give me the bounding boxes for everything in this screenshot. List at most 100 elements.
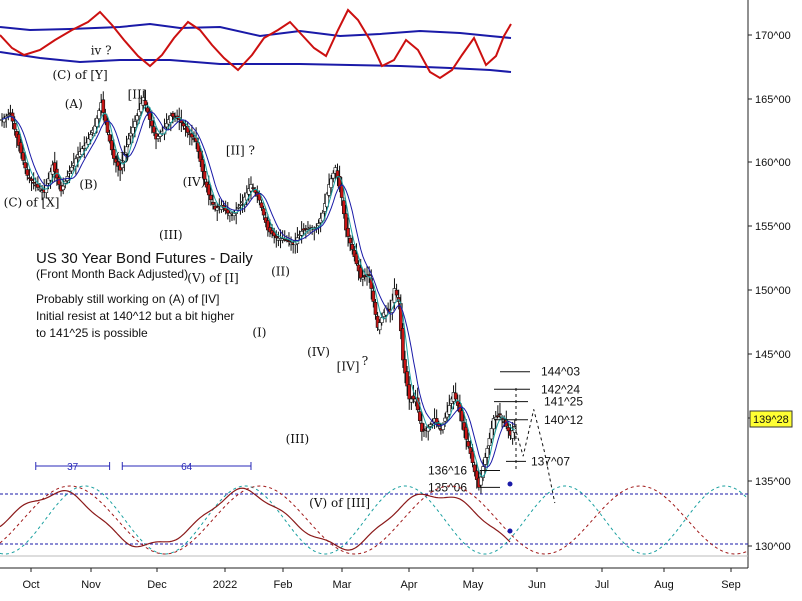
level-label: 142^24 (541, 382, 580, 396)
cycle-panel (0, 481, 749, 557)
candle-body (354, 253, 359, 265)
candle-body (316, 223, 321, 227)
candle-body (105, 119, 110, 133)
level-label: 137^07 (531, 454, 570, 468)
x-tick-label: 2022 (213, 579, 237, 591)
candle-body (25, 169, 30, 176)
candle-body (6, 114, 11, 116)
candle-body (171, 113, 175, 117)
candle-body (342, 200, 346, 215)
y-tick-label: 135^00 (755, 476, 791, 488)
y-tick-label: 170^00 (755, 30, 791, 42)
chart-subtitle: (Front Month Back Adjusted) (36, 267, 188, 281)
candle-body (156, 136, 160, 139)
candle-body (409, 398, 414, 403)
candle-body (61, 185, 65, 191)
candle-body (150, 120, 154, 127)
candle-body (472, 464, 477, 473)
note-line-1: Probably still working on (A) of [IV] (36, 292, 219, 306)
candle-body (411, 395, 416, 400)
oscillator-line (0, 8, 512, 80)
y-tick-label: 145^00 (755, 349, 791, 361)
wave-label: (III) (286, 432, 310, 446)
x-tick-label: Sep (721, 579, 741, 591)
candle-body (272, 231, 276, 237)
last-price-tag (749, 410, 793, 428)
wave-label: (A) (65, 97, 83, 111)
candle-body (325, 193, 329, 208)
x-tick-label: Mar (333, 579, 352, 591)
cycle-dot-top (507, 481, 513, 487)
candle-body (466, 441, 471, 447)
candle-body (145, 107, 150, 113)
candle-body (487, 438, 492, 446)
x-axis: Oct Nov Dec 2022 Feb Mar Apr May Jun Jul Aug Sep (22, 568, 741, 591)
candle-body (405, 371, 409, 387)
wave-label: (I) (252, 326, 266, 340)
upper-band-line (0, 22, 512, 39)
candle-body (259, 202, 264, 208)
candle-body (74, 158, 78, 167)
level-label: 135^06 (428, 480, 467, 494)
candle-body (38, 188, 42, 191)
candle-body (126, 138, 131, 145)
candle-body (392, 288, 397, 303)
ma-slow-line (1, 111, 515, 468)
candle-body (88, 134, 93, 140)
candle-body (236, 206, 241, 209)
candle-body (373, 301, 378, 315)
candle-body (211, 202, 215, 205)
candle-body (361, 277, 365, 280)
x-tick-label: Apr (400, 579, 417, 591)
candle-body (69, 166, 74, 172)
candle-body (238, 204, 243, 206)
candle-body (31, 181, 36, 184)
level-label: 140^12 (544, 413, 583, 427)
wave-label: (II) (271, 265, 290, 279)
cycle-cyan-wave (0, 485, 749, 555)
x-tick-label: Jun (528, 579, 546, 591)
level-label: 136^16 (428, 464, 467, 478)
candle-body (453, 392, 458, 400)
wave-label: (III) (159, 228, 183, 242)
candle-body (202, 171, 207, 180)
y-axis: 130^00135^00140^00145^00150^00155^00160^… (748, 30, 791, 553)
candle-body (152, 126, 156, 133)
projection-path (514, 409, 556, 504)
x-tick-label: May (463, 579, 484, 591)
cycle-markers-layer: 37 64 (35, 462, 252, 473)
cycle-red-wave (0, 485, 749, 555)
candle-body (27, 177, 32, 179)
candle-body (133, 121, 137, 128)
candle-body (57, 177, 61, 185)
candle-body (261, 208, 266, 216)
candle-body (48, 171, 53, 181)
wave-label: (C) of [X] (4, 196, 60, 210)
y-tick-label: 150^00 (755, 285, 791, 297)
candle-body (506, 427, 511, 432)
candle-body (29, 178, 34, 181)
candle-body (247, 188, 251, 195)
candle-body (299, 231, 304, 236)
cycle-dot-bottom (507, 528, 513, 534)
moving-averages-layer (1, 104, 515, 478)
candle-body (124, 146, 129, 155)
candle-body (443, 417, 447, 422)
candle-body (215, 207, 220, 211)
wave-label: (V) of [I] (187, 271, 238, 285)
candle-body (371, 290, 376, 302)
cycle-oscillator-line (0, 487, 511, 551)
wave-label: (V) of [III] (309, 496, 370, 510)
candle-body (367, 274, 371, 276)
level-label: 141^25 (544, 395, 583, 409)
candle-body (135, 115, 139, 121)
note-line-3: to 141^25 is possible (36, 326, 148, 340)
candle-body (498, 413, 502, 416)
candle-body (112, 149, 116, 159)
candle-body (481, 466, 485, 478)
candle-body (470, 450, 475, 463)
candle-body (266, 220, 270, 231)
cycle-span-label: 64 (181, 462, 193, 473)
candle-body (228, 212, 232, 217)
projection-layer (514, 388, 556, 504)
